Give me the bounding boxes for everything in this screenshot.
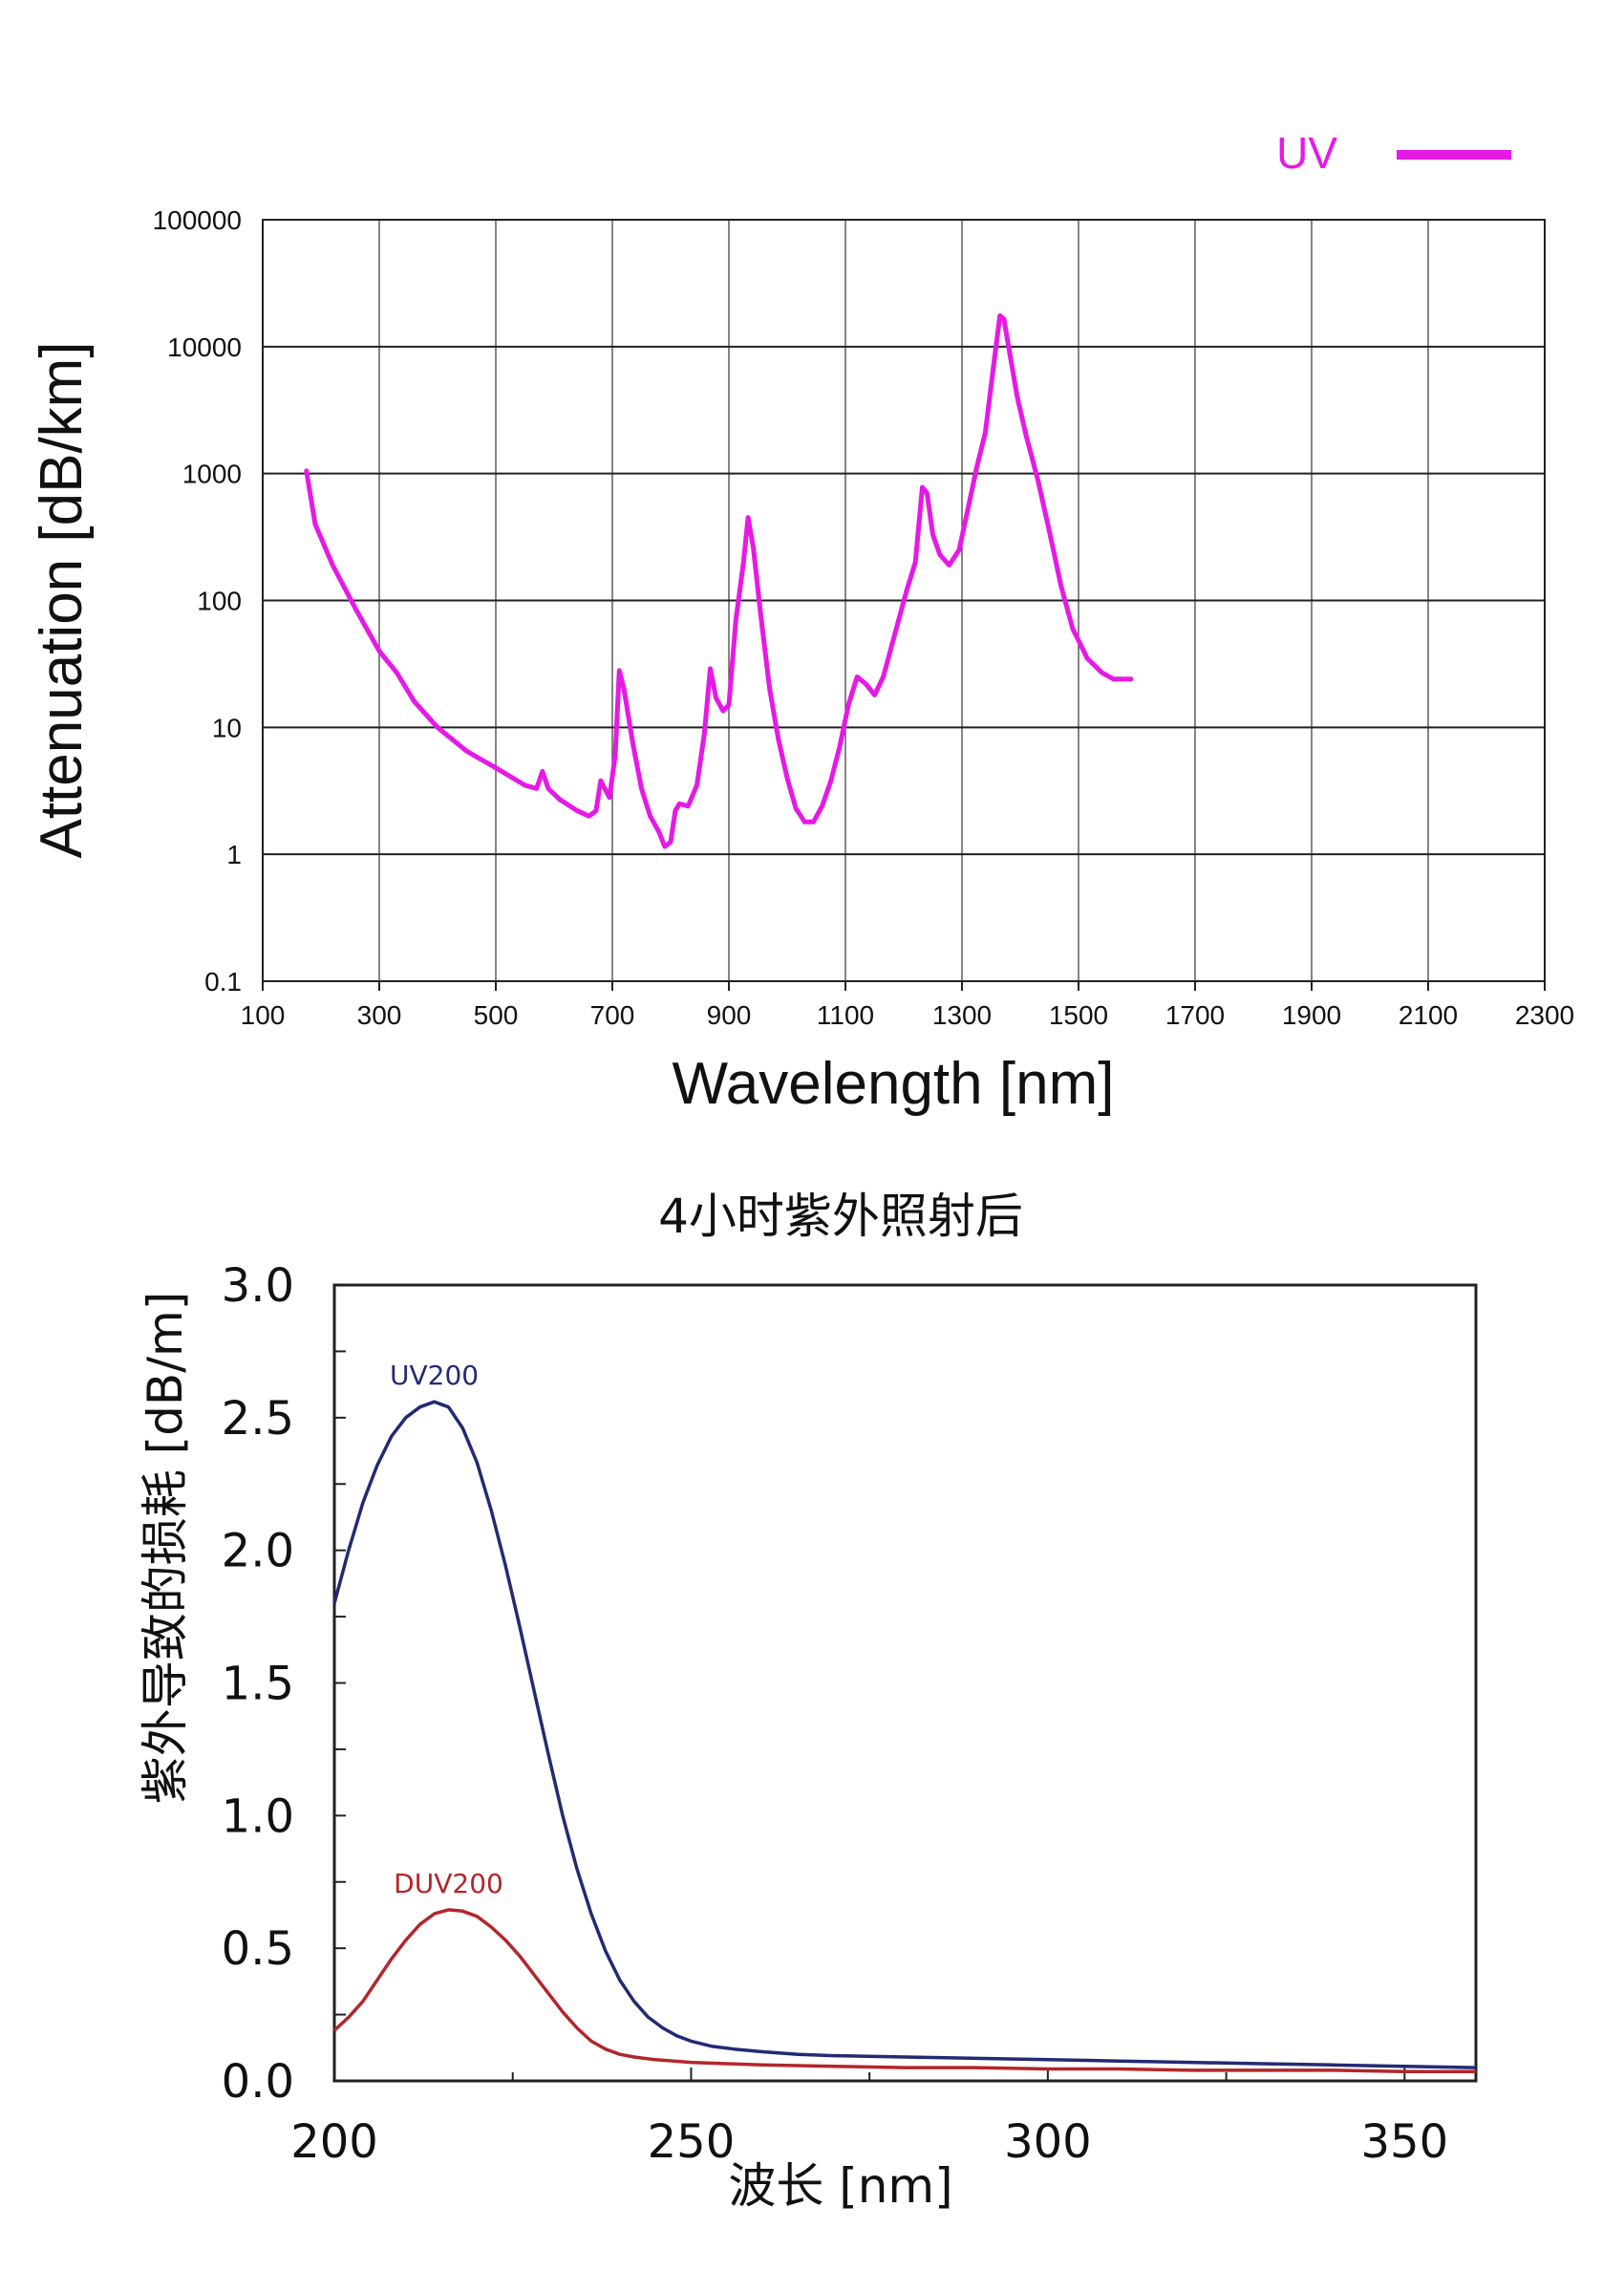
y-tick-label: 10000 bbox=[167, 332, 242, 362]
attenuation-chart: 100 300 500 700 900 1100 1300 1500 1700 1900 2100 2… bbox=[0, 0, 1624, 1146]
attenuation-plot-frame bbox=[262, 219, 1546, 982]
uv-loss-y-tick-labels: 0.0 0.5 1.0 1.5 2.0 2.5 3.0 bbox=[222, 1259, 294, 2109]
x-tick-label: 1700 bbox=[1165, 1000, 1225, 1030]
x-tick-label: 500 bbox=[474, 1000, 519, 1030]
series-line-uv bbox=[304, 313, 1134, 849]
y-tick-label: 1000 bbox=[182, 460, 242, 489]
series-line-duv200 bbox=[332, 1908, 1476, 2074]
y-tick-label: 2.0 bbox=[222, 1525, 294, 1578]
y-tick-label: 1.5 bbox=[222, 1658, 294, 1711]
x-tick-label: 1900 bbox=[1282, 1000, 1341, 1030]
y-tick-label: 1.0 bbox=[222, 1789, 294, 1843]
x-tick-label: 1100 bbox=[817, 1000, 874, 1030]
x-tick-label: 900 bbox=[707, 1000, 752, 1030]
x-tick-label: 300 bbox=[357, 1000, 402, 1030]
y-tick-label: 100 bbox=[197, 587, 242, 616]
uv-loss-chart: 4小时紫外照射后 200 250 300 350 0.0 0.5 1.0 1.5 2.0 2.5… bbox=[0, 1146, 1624, 2293]
y-tick-label: 0.0 bbox=[222, 2055, 294, 2109]
y-tick-label: 2.5 bbox=[222, 1392, 294, 1446]
x-tick-label: 200 bbox=[290, 2115, 378, 2169]
uv-loss-chart-svg: 4小时紫外照射后 200 250 300 350 0.0 0.5 1.0 1.5 2.0 2.5… bbox=[138, 1189, 1478, 2214]
y-tick-label: 3.0 bbox=[222, 1259, 294, 1313]
attenuation-chart-svg: 100 300 500 700 900 1100 1300 1500 1700 1900 2100 2… bbox=[29, 128, 1575, 1117]
y-axis-title: Attenuation [dB/km] bbox=[29, 341, 95, 858]
series-label-uv200: UV200 bbox=[390, 1360, 479, 1391]
x-tick-label: 300 bbox=[1004, 2115, 1092, 2169]
x-tick-label: 2100 bbox=[1399, 1000, 1458, 1030]
x-tick-label: 2300 bbox=[1515, 1000, 1574, 1030]
uv-loss-minor-ticks bbox=[333, 1284, 1406, 2082]
attenuation-y-tick-labels: 0.1 1 10 100 1000 10000 100000 bbox=[153, 205, 242, 996]
y-tick-label: 100000 bbox=[153, 205, 242, 235]
x-tick-label: 1500 bbox=[1049, 1000, 1108, 1030]
x-tick-label: 100 bbox=[241, 1000, 286, 1030]
x-tick-label: 1300 bbox=[932, 1000, 992, 1030]
series-line-uv200 bbox=[332, 1400, 1477, 2069]
chart-title: 4小时紫外照射后 bbox=[658, 1189, 1023, 1244]
series-label-duv200: DUV200 bbox=[394, 1868, 503, 1899]
y-axis-title: 紫外导致的损耗 [dB/m] bbox=[138, 1292, 193, 1805]
x-tick-label: 700 bbox=[590, 1000, 635, 1030]
x-tick-label: 250 bbox=[648, 2115, 736, 2169]
x-axis-title: 波长 [nm] bbox=[728, 2158, 952, 2214]
y-tick-label: 0.1 bbox=[204, 967, 242, 996]
x-axis-title: Wavelength [nm] bbox=[673, 1051, 1115, 1117]
uv-loss-x-tick-labels: 200 250 300 350 bbox=[290, 2115, 1448, 2169]
y-tick-label: 10 bbox=[212, 713, 242, 742]
uv-loss-plot-frame bbox=[332, 1283, 1478, 2083]
legend-label-uv: UV bbox=[1276, 128, 1337, 178]
x-tick-label: 350 bbox=[1361, 2115, 1449, 2169]
attenuation-x-tick-labels: 100 300 500 700 900 1100 1300 1500 1700 1900 2100 2… bbox=[241, 1000, 1575, 1030]
y-tick-label: 0.5 bbox=[222, 1922, 294, 1976]
y-tick-label: 1 bbox=[226, 840, 242, 869]
